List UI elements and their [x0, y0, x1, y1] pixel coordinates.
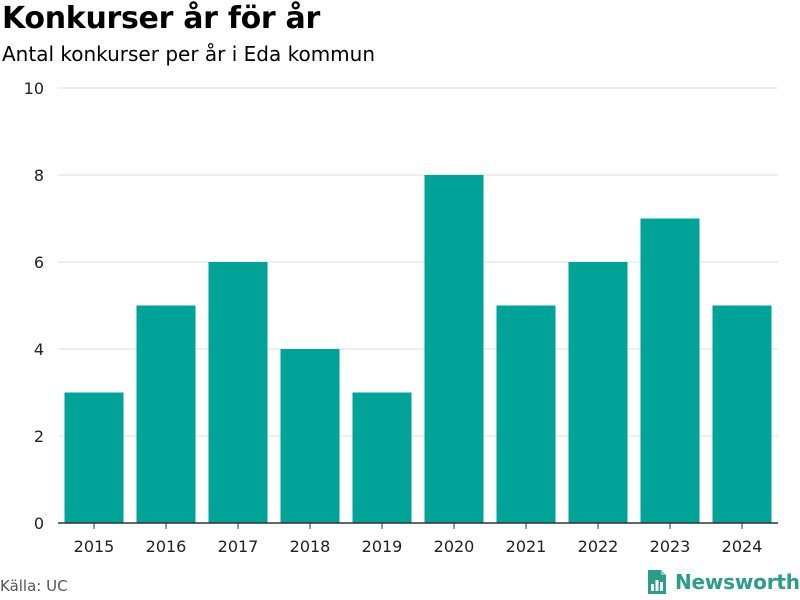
- y-tick-label: 0: [34, 514, 44, 533]
- bar: [712, 305, 772, 523]
- bar: [496, 305, 556, 523]
- bar: [208, 262, 268, 523]
- chart-title: Konkurser år för år: [2, 1, 320, 36]
- bar: [64, 392, 124, 523]
- bar: [136, 305, 196, 523]
- x-tick-label: 2021: [506, 537, 547, 556]
- source-note: Källa: UC: [0, 577, 68, 595]
- chart-subtitle: Antal konkurser per år i Eda kommun: [2, 42, 376, 66]
- bar-chart-document-icon: [648, 570, 666, 594]
- y-tick-label: 10: [24, 79, 44, 98]
- y-tick-label: 4: [34, 340, 44, 359]
- bar: [424, 175, 484, 523]
- x-tick-label: 2022: [578, 537, 619, 556]
- bar: [352, 392, 412, 523]
- y-tick-label: 6: [34, 253, 44, 272]
- x-tick-label: 2019: [362, 537, 403, 556]
- x-tick-label: 2016: [146, 537, 187, 556]
- x-tick-label: 2023: [650, 537, 691, 556]
- brand-name: Newsworthy: [675, 570, 800, 594]
- x-tick-label: 2015: [74, 537, 115, 556]
- bar: [568, 262, 628, 523]
- brand-logo: Newsworthy: [645, 569, 800, 595]
- bar: [640, 218, 700, 523]
- x-tick-label: 2018: [290, 537, 331, 556]
- x-tick-label: 2017: [218, 537, 259, 556]
- y-tick-label: 2: [34, 427, 44, 446]
- x-tick-label: 2020: [434, 537, 475, 556]
- x-tick-label: 2024: [722, 537, 763, 556]
- y-tick-label: 8: [34, 166, 44, 185]
- bar: [280, 349, 340, 523]
